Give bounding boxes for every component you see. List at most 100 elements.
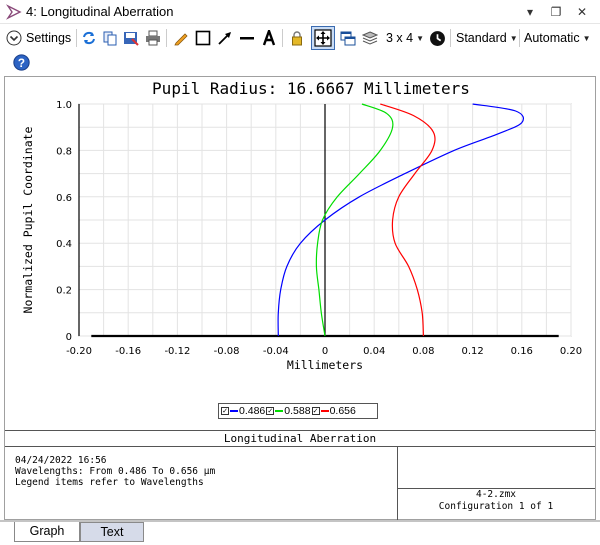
chevron-down-icon: ▼	[509, 33, 518, 43]
legend-entry-2[interactable]: ✓ 0.656	[311, 405, 356, 417]
svg-text:?: ?	[17, 56, 24, 69]
chart-title: Pupil Radius: 16.6667 Millimeters	[152, 79, 470, 98]
copy-icon	[103, 31, 117, 46]
restore-icon[interactable]: ❐	[550, 5, 562, 19]
copy-button[interactable]	[101, 27, 119, 49]
info-legend-note: Legend items refer to Wavelengths	[15, 477, 204, 488]
toolbar-separator	[519, 29, 520, 47]
legend-swatch	[275, 410, 284, 412]
x-tick-label: -0.12	[164, 346, 190, 357]
info-title: Longitudinal Aberration	[5, 431, 595, 447]
chart-grid	[78, 103, 572, 338]
chart-ticks: -0.20 -0.16 -0.12 -0.08 -0.04 0 0.04 0.08 0.12 0.…	[56, 100, 582, 357]
chart-legend: ✓ 0.486 ✓ 0.588 ✓ 0.656	[218, 403, 378, 419]
line-icon	[240, 37, 254, 40]
x-tick-label: 0	[322, 346, 328, 357]
toolbar-separator	[166, 29, 167, 47]
window-menu-icon[interactable]: ▾	[526, 5, 534, 19]
help-icon: ?	[12, 53, 30, 71]
scale-label: Automatic	[524, 31, 580, 45]
tab-text[interactable]: Text	[80, 522, 144, 542]
title-bar: 4: Longitudinal Aberration ▾ ❐ ✕	[0, 0, 600, 24]
rectangle-icon	[195, 30, 211, 46]
toolbar: Settings	[0, 24, 600, 74]
info-file: 4-2.zmx	[475, 489, 517, 500]
window-title: 4: Longitudinal Aberration	[26, 4, 174, 19]
settings-chevron-icon	[6, 30, 22, 46]
arrow-icon	[218, 32, 231, 45]
y-tick-label: 0.6	[56, 193, 72, 204]
refresh-button[interactable]	[80, 27, 98, 49]
refresh-icon	[83, 31, 95, 45]
toolbar-separator	[450, 29, 451, 47]
checkbox-icon: ✓	[311, 407, 320, 415]
arrow-button[interactable]	[216, 27, 234, 49]
pencil-icon	[174, 33, 188, 46]
x-tick-label: -0.04	[263, 346, 289, 357]
print-button[interactable]	[144, 27, 162, 49]
print-icon	[146, 30, 160, 46]
info-divider	[397, 488, 595, 489]
legend-entry-0[interactable]: ✓ 0.486	[221, 405, 265, 417]
help-button[interactable]: ?	[12, 51, 30, 73]
x-tick-label: 0.20	[560, 346, 582, 357]
x-tick-label: 0.04	[363, 346, 385, 357]
windows-icon	[340, 31, 356, 46]
x-tick-label: 0.12	[461, 346, 483, 357]
legend-entry-1[interactable]: ✓ 0.588	[266, 405, 311, 417]
info-divider	[397, 447, 398, 521]
save-image-icon	[124, 32, 139, 46]
legend-label: 0.656	[329, 405, 356, 417]
windows-button[interactable]	[339, 27, 357, 49]
x-tick-label: -0.20	[66, 346, 92, 357]
toolbar-separator	[282, 29, 283, 47]
series-line-2	[380, 103, 436, 337]
x-tick-label: -0.16	[115, 346, 141, 357]
scale-dropdown[interactable]: Automatic ▼	[524, 27, 594, 49]
y-tick-label: 0.4	[56, 239, 72, 250]
rectangle-button[interactable]	[194, 27, 212, 49]
legend-swatch	[230, 410, 238, 412]
legend-label: 0.588	[284, 405, 311, 417]
app-logo-icon	[6, 4, 22, 20]
fit-window-button[interactable]	[311, 26, 335, 50]
style-dropdown[interactable]: Standard ▼	[456, 27, 518, 49]
lock-icon	[292, 31, 302, 46]
pencil-button[interactable]	[172, 27, 190, 49]
toolbar-separator	[76, 29, 77, 47]
tab-graph[interactable]: Graph	[14, 522, 80, 542]
info-file-block: 4-2.zmx Configuration 1 of 1	[397, 489, 595, 513]
y-axis-label: Normalized Pupil Coordinate	[21, 126, 35, 313]
fit-window-icon	[314, 29, 332, 47]
info-panel: Longitudinal Aberration 04/24/2022 16:56…	[5, 430, 595, 521]
chevron-down-icon: ▼	[582, 33, 591, 43]
layers-icon	[362, 31, 378, 45]
settings-button[interactable]: Settings	[6, 27, 74, 49]
layers-button[interactable]	[361, 27, 379, 49]
x-tick-label: 0.08	[412, 346, 434, 357]
y-tick-label: 0.8	[56, 146, 72, 157]
save-button[interactable]	[122, 27, 140, 49]
legend-swatch	[320, 410, 329, 412]
info-details: 04/24/2022 16:56 Wavelengths: From 0.486…	[15, 455, 215, 488]
y-tick-label: 0	[66, 332, 72, 343]
layout-dropdown[interactable]: 3 x 4 ▼	[385, 27, 425, 49]
clock-icon	[429, 30, 445, 46]
clock-button[interactable]	[428, 27, 446, 49]
text-button[interactable]	[260, 27, 278, 49]
text-icon	[262, 30, 276, 46]
y-tick-label: 0.2	[56, 286, 72, 297]
lock-button[interactable]	[288, 27, 306, 49]
line-button[interactable]	[238, 27, 256, 49]
x-tick-label: 0.16	[511, 346, 533, 357]
close-icon[interactable]: ✕	[576, 5, 588, 19]
series-line-1	[315, 103, 394, 337]
y-tick-label: 1.0	[56, 100, 72, 111]
settings-label: Settings	[26, 31, 72, 45]
layout-label: 3 x 4	[385, 31, 414, 45]
info-date: 04/24/2022 16:56	[15, 455, 107, 466]
legend-label: 0.486	[239, 405, 266, 417]
chevron-down-icon: ▼	[416, 33, 425, 43]
chart-curves	[277, 103, 524, 337]
checkbox-icon: ✓	[221, 407, 229, 415]
